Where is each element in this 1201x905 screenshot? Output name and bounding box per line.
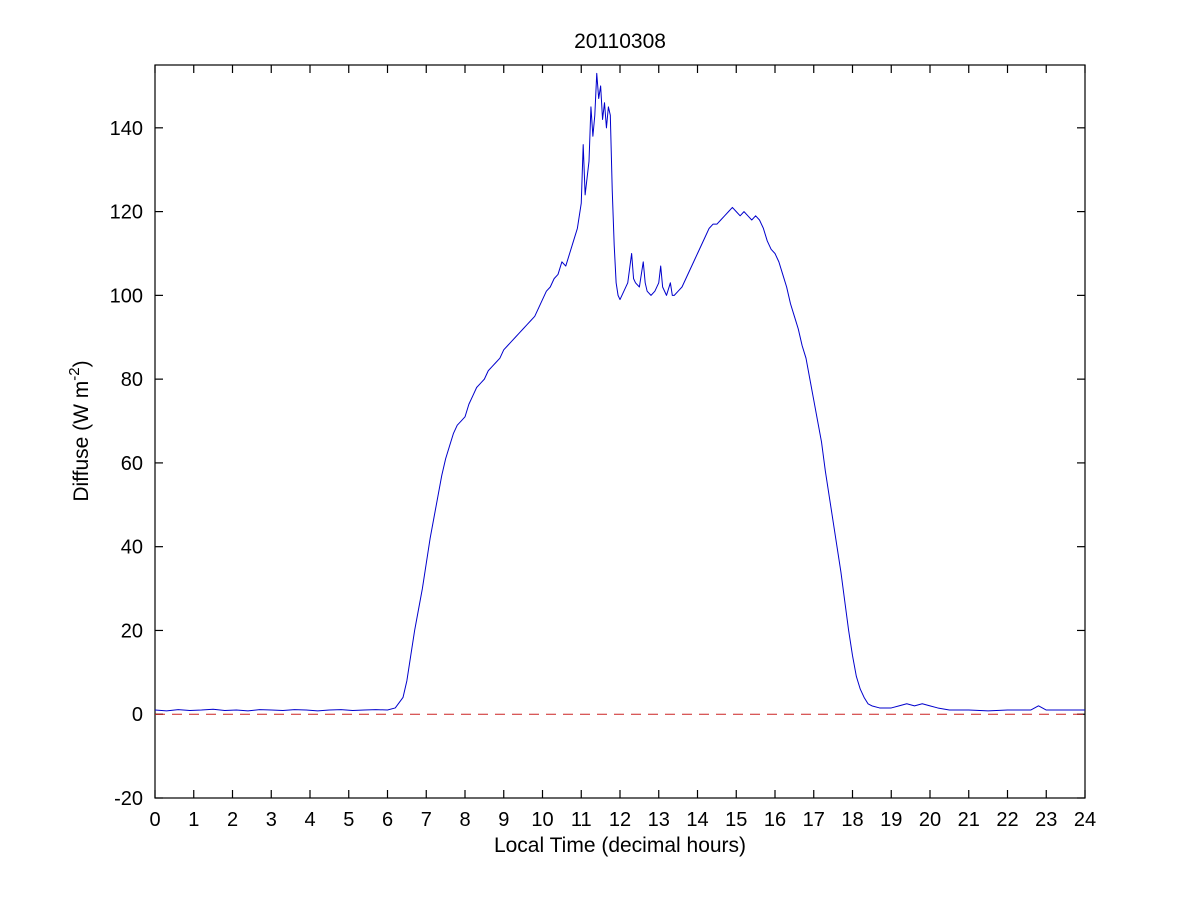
y-tick-label: 40 (121, 537, 143, 559)
y-tick-label: 100 (110, 285, 143, 307)
x-tick-label: 19 (880, 809, 902, 831)
x-tick-label: 10 (531, 809, 553, 831)
x-tick-label: 15 (725, 809, 747, 831)
x-tick-label: 8 (459, 809, 470, 831)
x-tick-label: 17 (803, 809, 825, 831)
x-tick-label: 2 (227, 809, 238, 831)
x-tick-label: 18 (841, 809, 863, 831)
x-tick-label: 7 (421, 809, 432, 831)
x-tick-label: 22 (996, 809, 1018, 831)
x-tick-label: 6 (382, 809, 393, 831)
x-tick-label: 21 (958, 809, 980, 831)
plot-frame (154, 64, 1086, 799)
y-tick-label: 60 (121, 453, 143, 475)
x-tick-label: 24 (1074, 809, 1096, 831)
y-tick-label: -20 (114, 788, 143, 810)
x-tick-label: 4 (304, 809, 315, 831)
y-tick-label: 20 (121, 620, 143, 642)
x-tick-label: 3 (266, 809, 277, 831)
x-tick-label: 5 (343, 809, 354, 831)
y-axis-label-post: ) (70, 360, 93, 367)
series-line-diffuse-irradiance (154, 72, 1085, 712)
x-tick-label: 11 (571, 809, 592, 831)
y-tick-label: 120 (110, 202, 143, 224)
series-layer (154, 72, 1085, 715)
y-tick-label: 80 (121, 369, 143, 391)
ticks-layer: 0 1 2 3 4 5 6 7 8 9 10 11 12 13 14 15 16 17 18 19 20 21 22 23 24… (110, 65, 1096, 831)
x-tick-label: 16 (764, 809, 786, 831)
x-tick-label: 13 (648, 809, 670, 831)
y-axis-label: Diffuse (W m-2) (66, 360, 93, 501)
y-axis-label-sup: -2 (66, 367, 83, 380)
x-tick-label: 0 (149, 809, 160, 831)
x-tick-label: 1 (188, 809, 199, 831)
x-tick-label: 14 (686, 809, 708, 831)
x-axis-label: Local Time (decimal hours) (494, 834, 746, 857)
y-tick-label: 140 (110, 118, 143, 140)
x-tick-label: 9 (498, 809, 509, 831)
x-tick-label: 23 (1035, 809, 1057, 831)
x-tick-label: 12 (609, 809, 631, 831)
y-axis-label-pre: Diffuse (W m (70, 381, 93, 502)
y-tick-label: 0 (132, 704, 143, 726)
x-tick-label: 20 (919, 809, 941, 831)
chart-title: 20110308 (574, 30, 666, 53)
